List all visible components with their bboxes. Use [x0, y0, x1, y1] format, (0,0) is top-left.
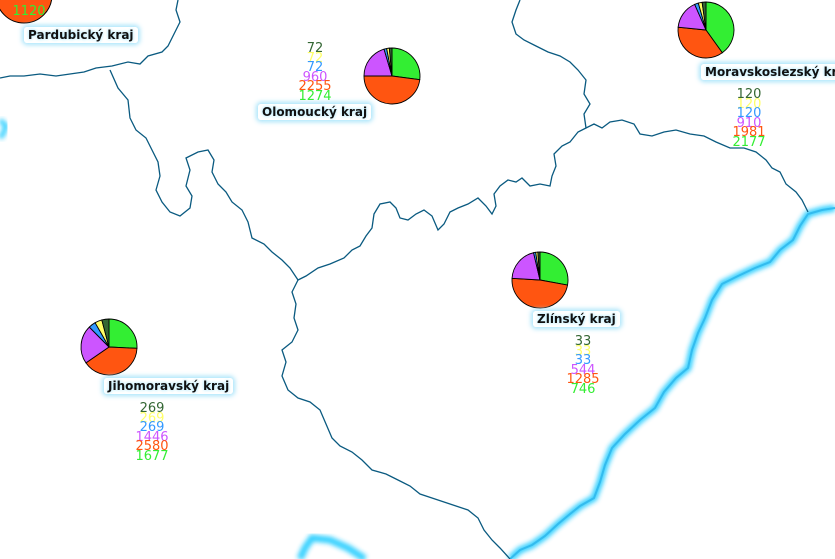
- pie-charts: [0, 0, 735, 376]
- stat-value-1: 269: [139, 401, 165, 416]
- pie-chart-moravskoslezsky[interactable]: [677, 1, 735, 59]
- stat-value-5: 1981: [732, 125, 766, 140]
- region-borders: [0, 0, 809, 559]
- border-pardubicky-olomoucky: [0, 0, 181, 79]
- pie-chart-jihomoravsky[interactable]: [80, 318, 138, 376]
- stat-value-1: 72: [306, 41, 324, 56]
- pie-slice: [388, 47, 393, 77]
- pie-slice: [701, 1, 707, 31]
- stat-value-3: 72: [306, 60, 324, 75]
- stat-value-3: 33: [574, 353, 592, 368]
- border-olomoucky-moravskoslezsky: [511, 0, 591, 129]
- stat-value-4: 910: [736, 115, 762, 131]
- stat-value-5: 2580: [135, 439, 169, 454]
- pie-slice: [677, 26, 723, 59]
- region-stats-pardubicky: 1120: [0, 4, 59, 19]
- stat-value-1: 33: [574, 334, 592, 349]
- region-label-pardubicky[interactable]: Pardubický kraj: [24, 27, 138, 43]
- region-stats-olomoucky: 72 72 72 960 2255 1274: [285, 41, 345, 104]
- pie-slice: [363, 75, 421, 105]
- stat-value-6: 746: [570, 381, 596, 397]
- region-label-jihomoravsky[interactable]: Jihomoravský kraj: [104, 378, 234, 394]
- border-jihomoravsky-zlinsky: [281, 279, 511, 559]
- region-stats-moravskoslezsky: 120 120 120 910 1981 2177: [719, 87, 779, 150]
- outer-border-line: [509, 207, 835, 559]
- pie-slice: [511, 277, 569, 309]
- region-label-zlinsky[interactable]: Zlínský kraj: [533, 311, 620, 327]
- pie-slice: [391, 47, 421, 81]
- pie-slice: [0, 0, 53, 24]
- pie-slice: [537, 251, 541, 281]
- stat-value-4: 1446: [135, 429, 169, 445]
- outer-border: [0, 118, 835, 559]
- stat-value-1: 120: [736, 87, 762, 102]
- stat-value-2: 269: [139, 410, 165, 426]
- stat-value-5: 1285: [566, 372, 600, 387]
- stat-value-2: 120: [736, 96, 762, 112]
- pie-chart-olomoucky[interactable]: [363, 47, 421, 105]
- stat-value-4: 960: [302, 69, 328, 85]
- pie-slice: [85, 346, 138, 376]
- stat-value-6: 2177: [732, 134, 766, 150]
- border-olomoucky-zlinsky: [297, 119, 809, 281]
- stat-value-5: 2255: [298, 79, 332, 94]
- pie-chart-pardubicky[interactable]: [0, 0, 53, 24]
- border-olomoucky-west: [109, 69, 299, 281]
- pie-slice: [101, 318, 110, 348]
- stat-value-6: 1274: [298, 88, 332, 104]
- pie-slice: [705, 1, 735, 54]
- pie-slice: [80, 326, 110, 364]
- region-label-olomoucky[interactable]: Olomoucký kraj: [258, 104, 372, 120]
- stat-value-6: 1677: [135, 448, 169, 464]
- region-stats-jihomoravsky: 269 269 269 1446 2580 1677: [122, 401, 182, 464]
- pie-slice: [539, 251, 569, 286]
- pie-slice: [511, 252, 541, 281]
- stat-value-2: 72: [306, 50, 324, 66]
- stat-value-4: 544: [570, 362, 596, 378]
- pie-slice: [108, 318, 138, 349]
- pie-slice: [363, 48, 393, 77]
- stat-value: 1120: [12, 4, 46, 19]
- region-label-moravskoslezsky[interactable]: Moravskoslezský kraj: [701, 64, 835, 80]
- region-stats-zlinsky: 33 33 33 544 1285 746: [553, 334, 613, 397]
- stat-value-2: 33: [574, 343, 592, 359]
- outer-border-glow-nw: [0, 118, 9, 140]
- pie-chart-zlinsky[interactable]: [511, 251, 569, 309]
- stat-value-3: 120: [736, 106, 762, 121]
- stat-value-3: 269: [139, 420, 165, 435]
- outer-border-glow-west: [296, 534, 367, 559]
